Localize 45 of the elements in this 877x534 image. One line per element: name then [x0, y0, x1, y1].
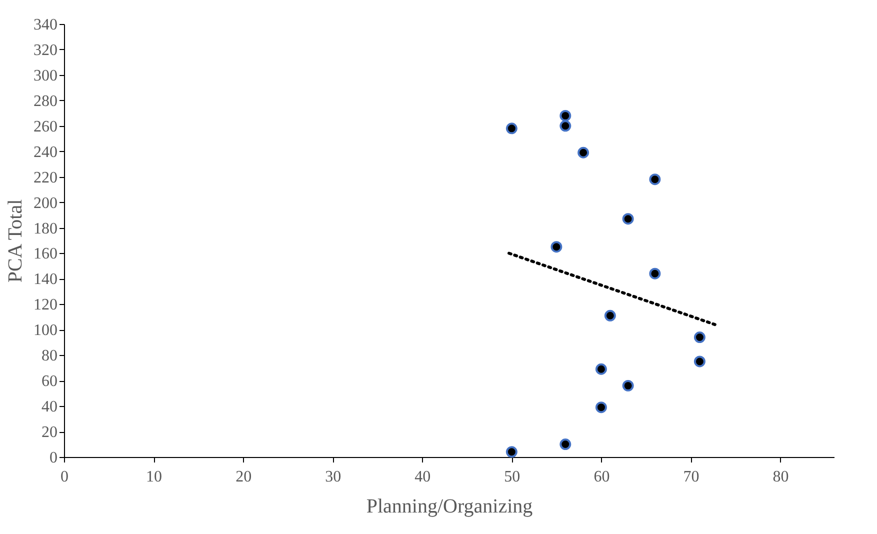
- y-tick-label: 300: [34, 67, 58, 84]
- point: [506, 446, 518, 458]
- point: [550, 241, 562, 253]
- point: [506, 122, 518, 134]
- y-tick-label: 240: [34, 144, 58, 161]
- y-tick-label: 200: [34, 194, 58, 212]
- point: [560, 438, 572, 450]
- x-tick-label: 30: [325, 468, 342, 486]
- y-tick-label: 100: [34, 322, 58, 340]
- y-tick-label: 280: [34, 92, 58, 110]
- y-tick-label: 20: [42, 424, 58, 442]
- point: [578, 146, 590, 158]
- y-tick-label: 120: [34, 296, 58, 314]
- x-tick-label: 50: [504, 468, 520, 486]
- x-tick-label: 0: [60, 468, 68, 486]
- y-tick-label: 80: [42, 348, 58, 365]
- y-tick-label: 180: [34, 220, 58, 238]
- point: [694, 356, 706, 368]
- point: [560, 120, 572, 132]
- y-tick-label: 160: [34, 246, 58, 263]
- y-tick-label: 220: [34, 169, 58, 186]
- y-tick-label: 340: [34, 16, 58, 34]
- point: [649, 268, 661, 280]
- x-tick-label: 60: [594, 468, 610, 486]
- y-tick-label: 60: [42, 373, 58, 390]
- y-tick-label: 320: [34, 42, 58, 59]
- y-tick-label: 140: [34, 271, 58, 288]
- x-tick-label: 80: [772, 468, 789, 486]
- point: [595, 363, 607, 375]
- x-axis-title: Planning/Organizing: [366, 496, 533, 518]
- point: [604, 310, 616, 322]
- x-tick-label: 70: [683, 468, 700, 486]
- x-tick-label: 10: [146, 468, 162, 486]
- y-tick-label: 0: [50, 450, 58, 466]
- point: [694, 332, 706, 344]
- point: [622, 213, 634, 225]
- y-tick-label: 260: [34, 118, 58, 136]
- point: [622, 380, 634, 392]
- point: [595, 402, 607, 414]
- x-tick-label: 40: [414, 468, 431, 486]
- y-tick-label: 40: [42, 398, 58, 416]
- point: [649, 174, 661, 186]
- y-axis-title: PCA Total: [4, 198, 26, 283]
- point: [560, 110, 572, 122]
- x-tick-label: 20: [236, 468, 252, 486]
